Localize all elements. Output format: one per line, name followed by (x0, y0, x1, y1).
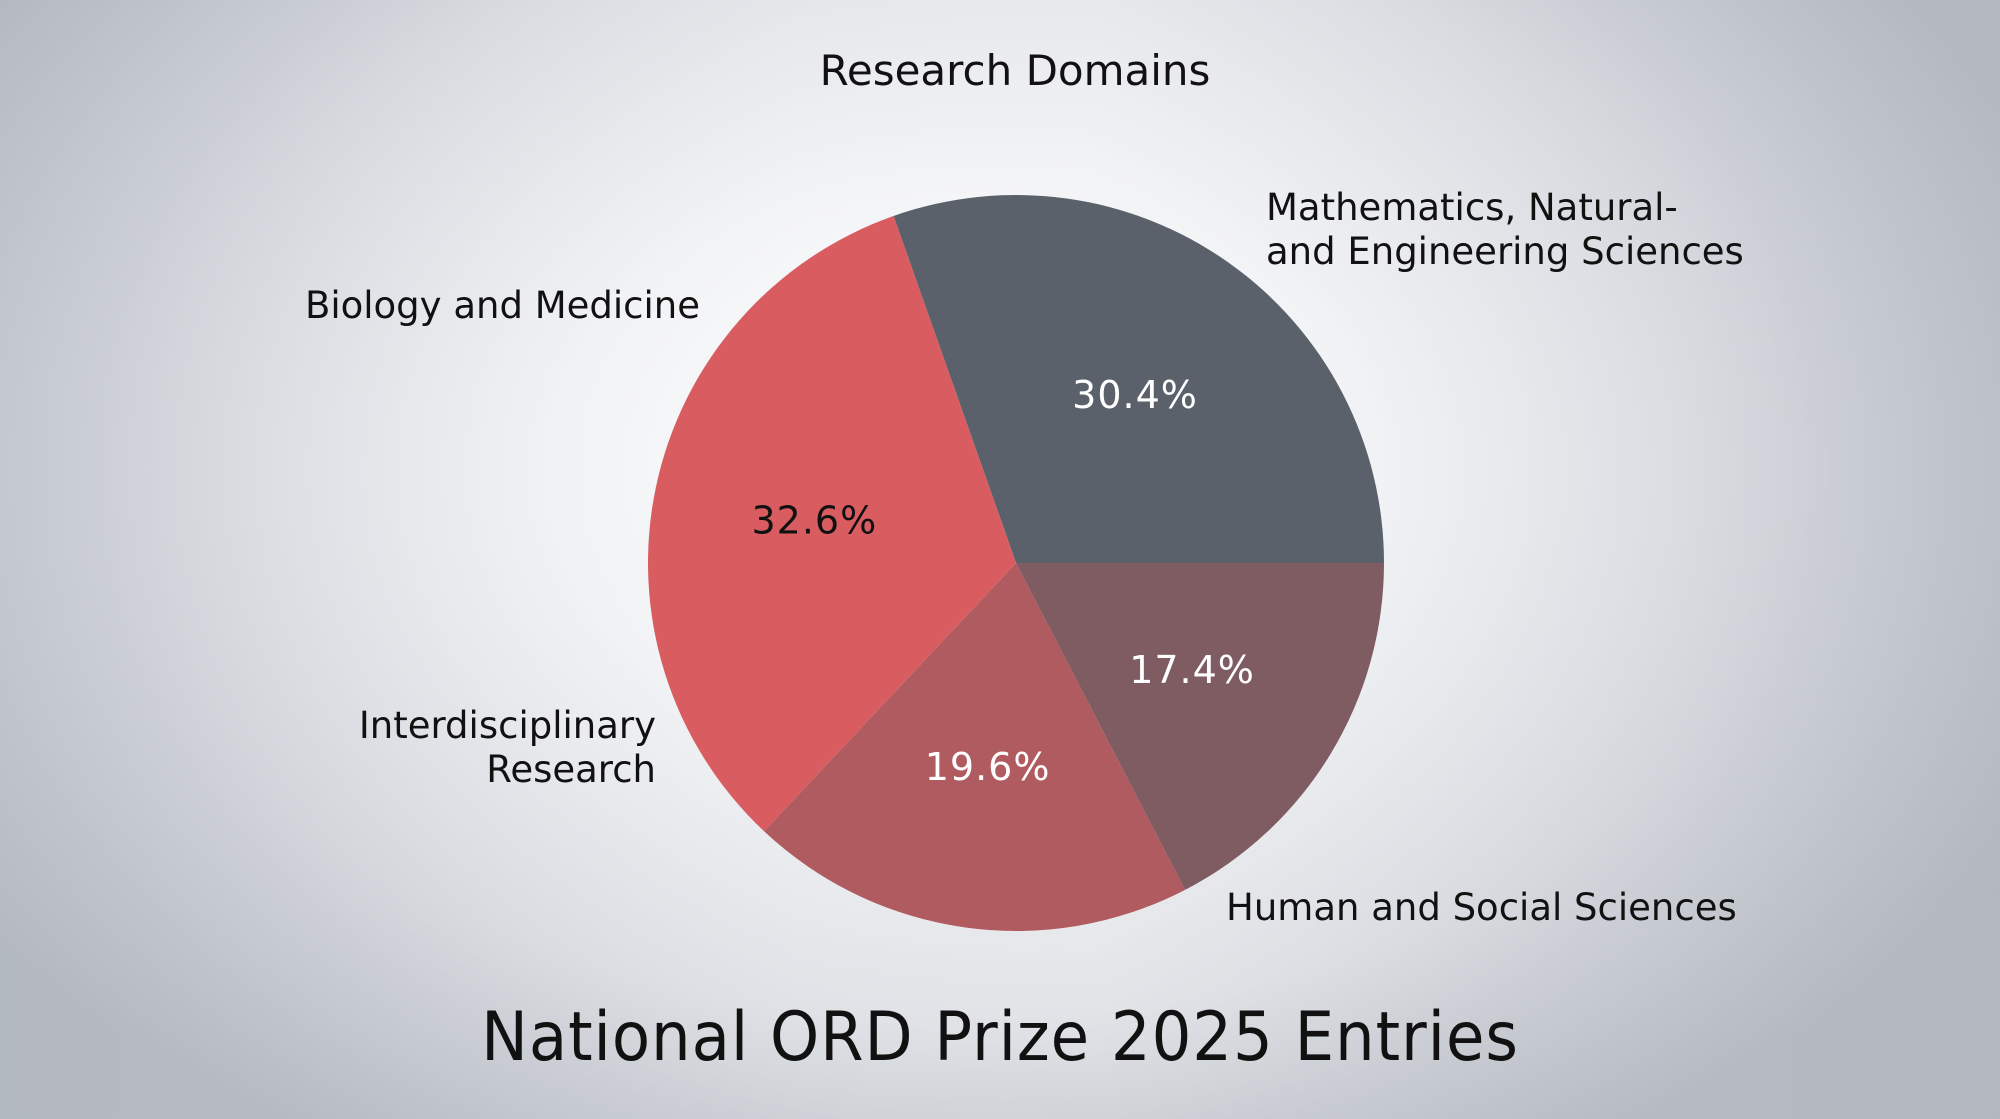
pie-slice (764, 563, 1186, 931)
slice-percent-label: 19.6% (925, 745, 1051, 789)
footer-title: National ORD Prize 2025 Entries (481, 998, 1519, 1077)
slice-percent-label: 17.4% (1129, 648, 1255, 692)
slice-category-label: Interdisciplinary (359, 704, 656, 747)
slice-percent-label: 32.6% (751, 499, 877, 543)
slice-category-label: Research (486, 748, 656, 791)
pie-slice (647, 215, 1016, 832)
pie-slices (647, 194, 1384, 931)
slice-category-label: and Engineering Sciences (1266, 230, 1744, 273)
category-labels: Mathematics, Natural-and Engineering Sci… (305, 186, 1744, 929)
chart-title: Research Domains (820, 46, 1211, 95)
slice-category-label: Mathematics, Natural- (1266, 186, 1678, 229)
slice-category-label: Human and Social Sciences (1226, 886, 1737, 929)
pie-slice (893, 194, 1384, 563)
percent-labels: 30.4% 32.6% 19.6% 17.4% (751, 373, 1255, 789)
slice-category-label: Biology and Medicine (305, 284, 700, 327)
slice-percent-label: 30.4% (1072, 373, 1198, 417)
pie-slice (1016, 563, 1384, 890)
